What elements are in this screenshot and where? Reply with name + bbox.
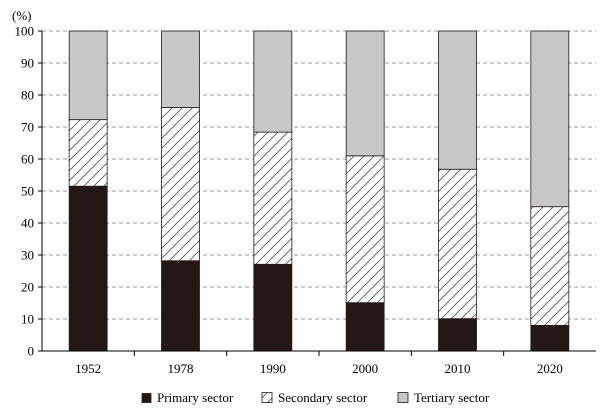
x-tick-label: 2010 [445, 361, 471, 376]
x-tick-label: 2000 [352, 361, 378, 376]
bar-segment-secondary-sector [68, 119, 108, 187]
y-tick-label: 70 [21, 120, 34, 135]
x-tick-label: 2020 [537, 361, 563, 376]
bar-segment-secondary-sector [438, 168, 477, 320]
y-tick-label: 40 [21, 216, 34, 231]
y-tick-label: 30 [21, 248, 34, 263]
bar-segment-secondary-sector [345, 155, 385, 304]
x-tick-label: 1952 [75, 361, 101, 376]
legend-swatch-primary-sector [141, 393, 152, 403]
y-tick-label: 20 [21, 280, 34, 295]
bar-segment-tertiary-sector [530, 30, 570, 208]
y-tick-label: 10 [21, 312, 34, 327]
y-axis-unit-label: (%) [12, 8, 32, 23]
legend-swatch-secondary-sector [261, 392, 273, 403]
legend-label: Secondary sector [278, 390, 368, 405]
y-tick-label: 100 [15, 24, 35, 39]
bar-segment-primary-sector [438, 318, 477, 352]
bar-segment-secondary-sector [253, 131, 293, 265]
bar-segment-secondary-sector [530, 206, 570, 326]
y-tick-label: 90 [21, 56, 34, 71]
bar-segment-tertiary-sector [345, 30, 385, 157]
legend-label: Primary sector [157, 390, 234, 405]
legend-label: Tertiary sector [414, 390, 490, 405]
bars [68, 30, 570, 352]
y-tick-label: 80 [21, 88, 34, 103]
x-tick-label: 1978 [168, 361, 194, 376]
bar-segment-primary-sector [530, 324, 570, 352]
bar-segment-tertiary-sector [161, 30, 200, 108]
bar-segment-tertiary-sector [253, 30, 293, 133]
bar-segment-tertiary-sector [68, 30, 108, 121]
x-tick-label: 1990 [260, 361, 286, 376]
legend-swatch-tertiary-sector [397, 392, 409, 403]
bar-segment-primary-sector [253, 263, 293, 352]
bar-segment-primary-sector [161, 260, 200, 352]
y-tick-label: 50 [21, 184, 34, 199]
bar-segment-secondary-sector [161, 107, 200, 262]
bar-segment-primary-sector [345, 302, 385, 352]
bar-segment-tertiary-sector [438, 30, 477, 170]
gridlines [42, 30, 596, 320]
bar-segment-primary-sector [68, 185, 108, 352]
axes: 0 10 20 30 40 50 60 70 80 90 100 1952 1978 1990 2000 20… [15, 24, 596, 376]
y-tick-label: 0 [28, 344, 35, 359]
legend: Primary sector Secondary sector Tertiary s… [141, 390, 490, 405]
y-tick-label: 60 [21, 152, 34, 167]
